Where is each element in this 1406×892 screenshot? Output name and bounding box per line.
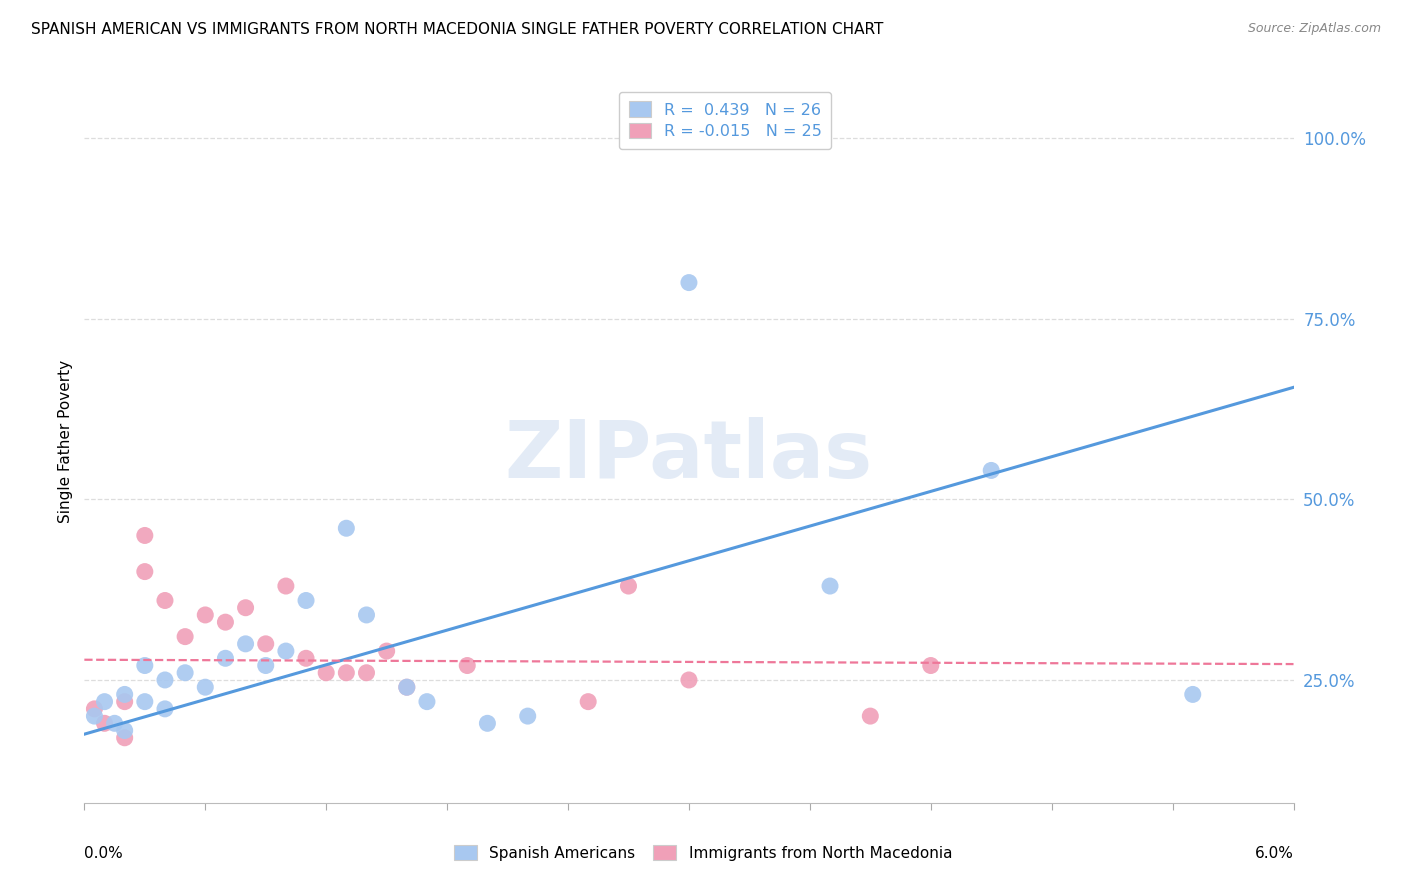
Point — [456, 658, 478, 673]
Point — [153, 593, 176, 607]
Point — [516, 709, 538, 723]
Text: 0.0%: 0.0% — [84, 847, 124, 861]
Point — [375, 644, 398, 658]
Point — [274, 644, 297, 658]
Point — [576, 695, 599, 709]
Point — [274, 579, 297, 593]
Text: Source: ZipAtlas.com: Source: ZipAtlas.com — [1247, 22, 1381, 36]
Text: 6.0%: 6.0% — [1254, 847, 1294, 861]
Legend: Spanish Americans, Immigrants from North Macedonia: Spanish Americans, Immigrants from North… — [446, 838, 960, 868]
Point — [335, 665, 357, 680]
Point — [395, 680, 418, 694]
Point — [395, 680, 418, 694]
Point — [235, 600, 257, 615]
Point — [235, 637, 257, 651]
Point — [93, 716, 115, 731]
Point — [134, 658, 156, 673]
Point — [678, 673, 700, 687]
Point — [818, 579, 841, 593]
Point — [134, 695, 156, 709]
Point — [295, 593, 318, 607]
Point — [194, 607, 217, 622]
Point — [174, 665, 197, 680]
Point — [114, 695, 136, 709]
Point — [617, 579, 640, 593]
Point — [114, 723, 136, 738]
Point — [83, 702, 105, 716]
Point — [214, 651, 236, 665]
Text: SPANISH AMERICAN VS IMMIGRANTS FROM NORTH MACEDONIA SINGLE FATHER POVERTY CORREL: SPANISH AMERICAN VS IMMIGRANTS FROM NORT… — [31, 22, 883, 37]
Point — [980, 463, 1002, 477]
Point — [134, 528, 156, 542]
Point — [254, 658, 277, 673]
Point — [295, 651, 318, 665]
Point — [114, 687, 136, 701]
Point — [83, 709, 105, 723]
Point — [859, 709, 882, 723]
Point — [356, 665, 378, 680]
Point — [194, 680, 217, 694]
Point — [104, 716, 127, 731]
Point — [254, 637, 277, 651]
Point — [356, 607, 378, 622]
Point — [315, 665, 337, 680]
Point — [335, 521, 357, 535]
Point — [678, 276, 700, 290]
Point — [477, 716, 499, 731]
Point — [1181, 687, 1204, 701]
Point — [174, 630, 197, 644]
Point — [93, 695, 115, 709]
Point — [920, 658, 942, 673]
Text: ZIPatlas: ZIPatlas — [505, 417, 873, 495]
Y-axis label: Single Father Poverty: Single Father Poverty — [58, 360, 73, 523]
Point — [134, 565, 156, 579]
Legend: R =  0.439   N = 26, R = -0.015   N = 25: R = 0.439 N = 26, R = -0.015 N = 25 — [619, 92, 831, 149]
Point — [153, 702, 176, 716]
Point — [114, 731, 136, 745]
Point — [214, 615, 236, 630]
Point — [153, 673, 176, 687]
Point — [416, 695, 439, 709]
